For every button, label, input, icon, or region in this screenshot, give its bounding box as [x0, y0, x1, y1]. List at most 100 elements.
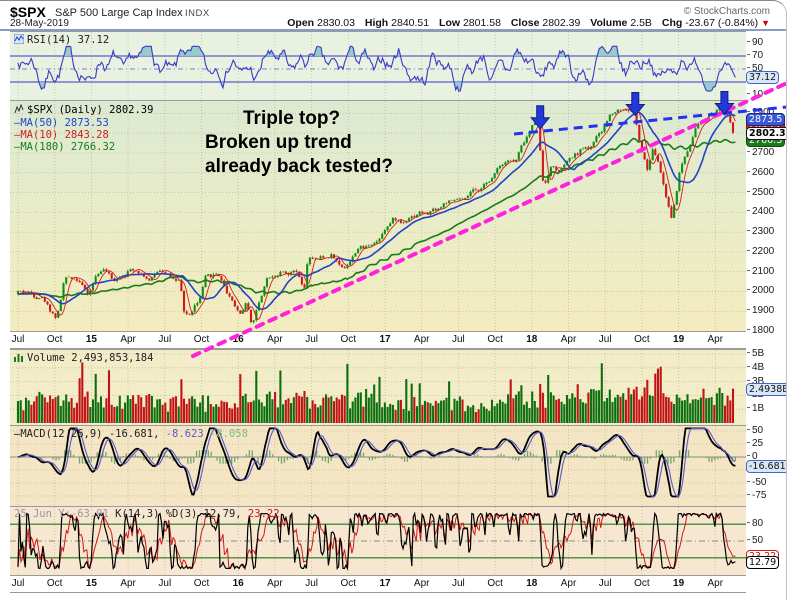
open-label: Open: [287, 17, 315, 29]
rsi-value-badge: 37.12: [746, 71, 780, 85]
scale-label: 0: [747, 451, 758, 462]
x-axis-label: Apr: [120, 334, 136, 345]
scale-label: 10: [747, 89, 763, 100]
x-axis-label: Apr: [560, 334, 577, 345]
rsi-chart: [10, 32, 746, 99]
x-axis-label: 19: [673, 334, 685, 345]
x-axis-label: 18: [526, 578, 538, 589]
x-axis-label: Oct: [487, 334, 503, 345]
scale-label: 25: [747, 438, 763, 449]
rsi-indicator-icon: [13, 33, 25, 47]
x-axis-label: Jul: [305, 334, 318, 345]
macd-value-badge: -16.681: [746, 459, 786, 473]
x-axis-label: Jul: [598, 334, 612, 345]
scale-label: 1900: [747, 305, 774, 316]
stoch-prefix: 25 Jun Y:-63.91: [14, 508, 109, 520]
symbol-name: S&P 500 Large Cap Index: [55, 7, 183, 19]
macd-signal-value: -8.623: [165, 428, 204, 440]
scale-label: 2300: [747, 226, 774, 237]
x-axis-label: Jul: [598, 578, 612, 589]
scale-label: 2400: [747, 206, 774, 217]
scale-label: 1800: [747, 325, 774, 336]
x-axis-label: Oct: [46, 334, 63, 345]
exchange-tag: INDX: [185, 8, 210, 19]
low-value: 2801.58: [462, 17, 501, 29]
x-axis-label: Apr: [413, 578, 430, 589]
macd-chart: [10, 426, 746, 505]
x-axis-label: Oct: [340, 578, 357, 589]
stochastic-legend: 25 Jun Y:-63.91 K(14,3) %D(3) 12.79, 23.…: [14, 508, 280, 520]
stochastic-chart: [10, 507, 746, 574]
x-axis-label: Jul: [305, 578, 318, 589]
close-value: 2802.39: [542, 17, 581, 29]
volume-bars-icon: [14, 352, 24, 365]
scale-label: 50: [747, 425, 763, 436]
ma50-value-badge: 2873.5: [746, 112, 786, 126]
open-value: 2830.03: [317, 17, 355, 29]
x-axis-label: Oct: [193, 578, 210, 589]
scale-label: -50: [747, 477, 766, 488]
volume-label: Volume: [590, 17, 628, 29]
x-axis-label: 16: [232, 578, 244, 589]
x-axis-mid: Jul Oct 15 Apr Jul Oct 16 Apr Jul Oct 17 Apr Jul Oct 1…: [10, 331, 746, 349]
x-axis-label: Jul: [11, 578, 25, 589]
x-axis-label: Oct: [340, 334, 357, 345]
x-axis-label: Apr: [707, 334, 724, 345]
price-series-icon: [14, 103, 24, 117]
macd-hist-value: -8.058: [210, 428, 248, 440]
x-axis-label: 16: [232, 334, 244, 345]
scale-label: 2000: [747, 285, 774, 296]
x-axis-label: Apr: [267, 578, 283, 589]
x-axis-label: Apr: [267, 334, 283, 345]
stoch-d-value: 23.22: [247, 508, 280, 520]
chg-down-icon: ▼: [761, 18, 770, 28]
ma10-legend: —MA(10) 2843.28: [14, 129, 109, 141]
volume-chart: [10, 350, 746, 424]
volume-value: 2.5B: [630, 17, 652, 29]
x-axis-label: Apr: [707, 578, 724, 589]
price-legend: $SPX (Daily) 2802.39: [14, 103, 153, 117]
scale-label: 50: [747, 63, 763, 74]
rsi-legend: RSI(14) 37.12: [13, 33, 109, 47]
scale-label: 2500: [747, 187, 774, 198]
x-axis-label: Oct: [193, 334, 210, 345]
x-axis-label: Oct: [634, 334, 650, 345]
annotation-broken-trend: Broken up trend: [205, 132, 352, 153]
low-label: Low: [439, 17, 461, 29]
header-separator: [0, 29, 786, 31]
scale-label: 2100: [747, 266, 774, 277]
x-axis-label: Oct: [487, 578, 503, 589]
price-chart: [10, 101, 746, 330]
scale-label: -75: [747, 490, 766, 501]
x-axis-label: 18: [526, 334, 538, 345]
chg-value: -23.67 (-0.84%): [685, 17, 759, 29]
scale-label: 5B: [747, 348, 764, 359]
quote-strip: Open 2830.03 High 2840.51 Low 2801.58 Cl…: [280, 17, 770, 29]
x-axis-label: Jul: [11, 334, 25, 345]
x-axis-label: 17: [379, 578, 391, 589]
scale-label: 3B: [747, 376, 764, 387]
stoch-k-badge: 12.79: [746, 555, 780, 569]
x-axis-label: 17: [379, 334, 391, 345]
volume-value-badge: 2.4938B: [746, 382, 786, 396]
x-axis-label: Jul: [158, 334, 172, 345]
scale-label: 50: [747, 535, 763, 546]
x-axis-label: Apr: [560, 578, 577, 589]
high-label: High: [364, 17, 389, 29]
x-axis-label: 19: [673, 578, 685, 589]
close-label: Close: [510, 17, 540, 29]
scale-label: 80: [747, 518, 763, 529]
macd-legend: —MACD(12,26,9) -16.681, -8.623 -8.058: [14, 428, 248, 440]
scale-label: 70: [747, 50, 763, 61]
chg-label: Chg: [661, 17, 683, 29]
stockcharts-copyright-link[interactable]: © StockCharts.com: [683, 6, 770, 17]
annotation-triple-top: Triple top?: [243, 108, 341, 129]
chart-date: 28-May-2019: [10, 18, 69, 29]
x-axis-label: Jul: [451, 334, 465, 345]
x-axis-label: Oct: [634, 578, 650, 589]
high-value: 2840.51: [391, 17, 430, 29]
scale-label: 2600: [747, 167, 774, 178]
last-price-badge: 2802.3: [746, 126, 786, 140]
x-axis-label: 15: [85, 334, 97, 345]
